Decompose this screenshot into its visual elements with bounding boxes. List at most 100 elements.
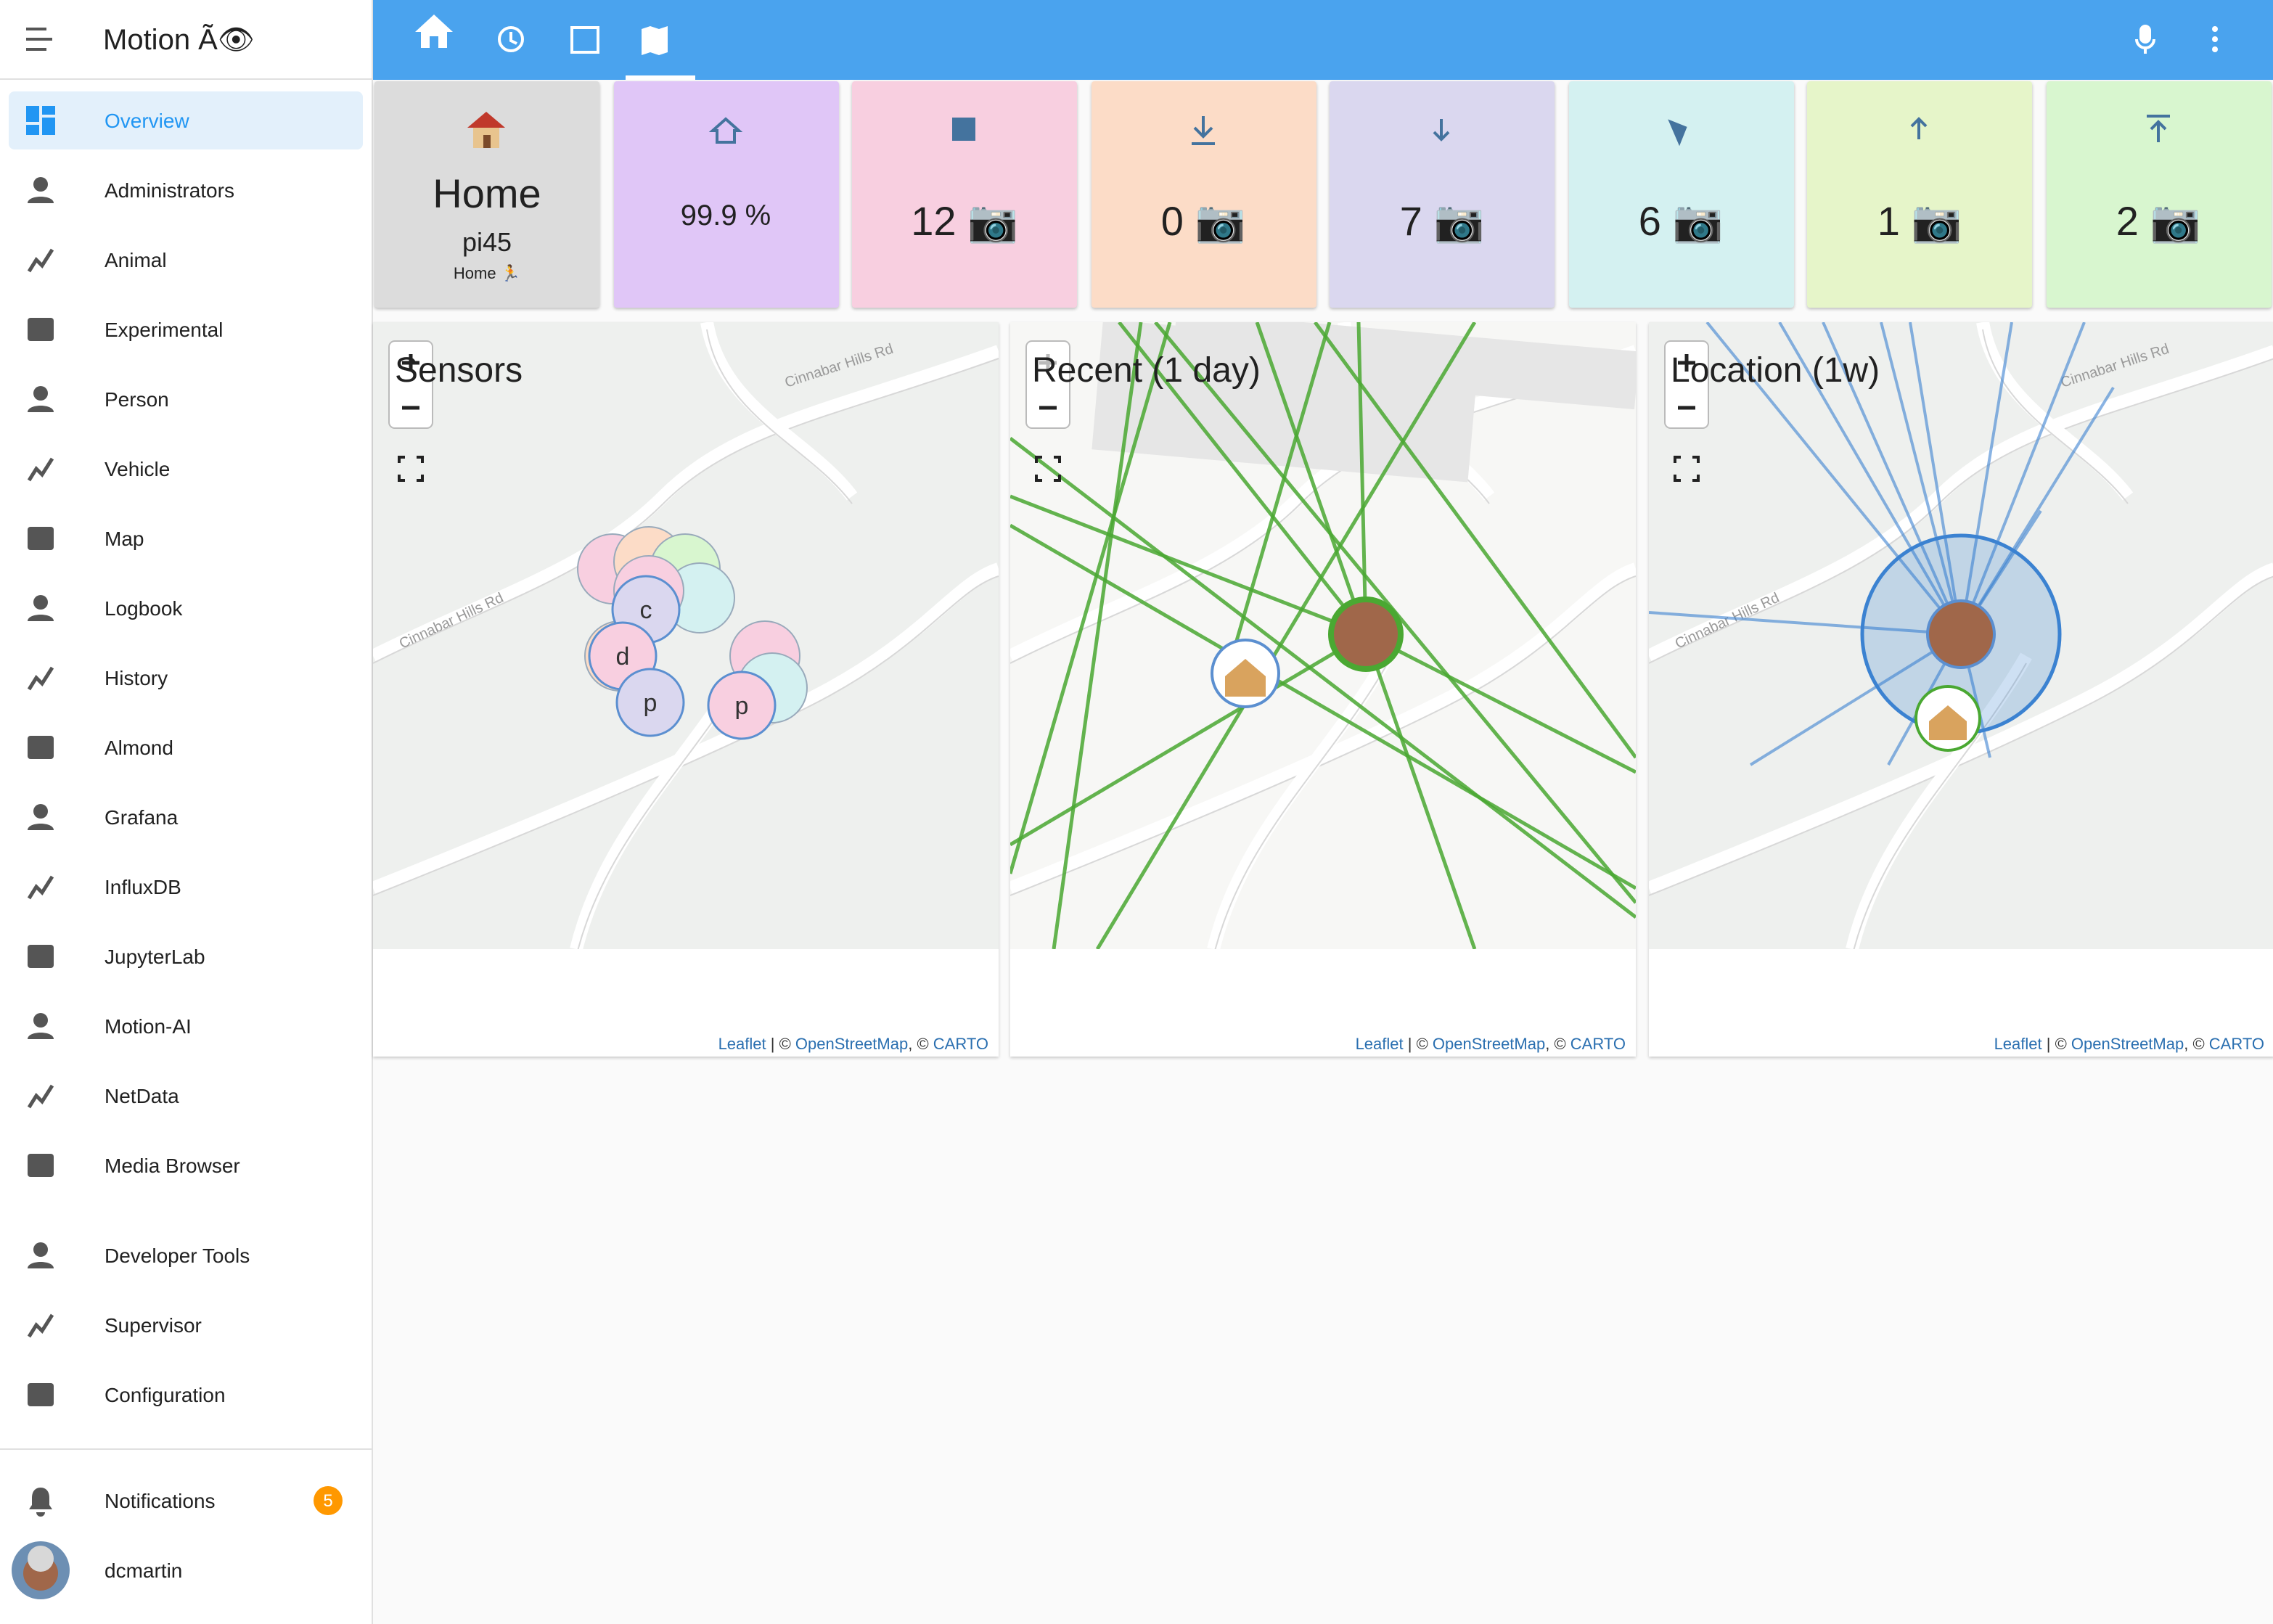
- user-profile[interactable]: dcmartin: [9, 1541, 363, 1599]
- menu-item[interactable]: Media Browser: [9, 1136, 363, 1194]
- attribution-link[interactable]: OpenStreetMap: [795, 1036, 909, 1054]
- menu-item[interactable]: Almond: [9, 718, 363, 776]
- status-card[interactable]: Home pi45 Home 🏃: [374, 81, 599, 308]
- status-card[interactable]: 2 📷: [2046, 81, 2271, 308]
- sensor-marker[interactable]: [615, 668, 685, 737]
- menu-item[interactable]: InfluxDB: [9, 858, 363, 916]
- map-tab[interactable]: [642, 26, 668, 55]
- map-title: Recent (1 day): [1032, 351, 1261, 390]
- attribution-link[interactable]: CARTO: [933, 1036, 988, 1054]
- menu-label: NetData: [105, 1084, 179, 1107]
- fit-button[interactable]: [1035, 456, 1061, 482]
- card-icon: [1191, 116, 1214, 145]
- track: [1009, 523, 1637, 890]
- icon-part: [33, 1013, 48, 1028]
- overflow-menu[interactable]: [2212, 26, 2218, 52]
- logbook-tab[interactable]: [570, 26, 599, 54]
- top-bar: [373, 0, 2273, 80]
- status-card[interactable]: 6 📷: [1568, 81, 1793, 308]
- active-tab-indicator: [626, 75, 695, 80]
- attribution-link[interactable]: OpenStreetMap: [2071, 1036, 2184, 1054]
- menu-item[interactable]: Person: [9, 370, 363, 428]
- house-icon: [1929, 705, 1967, 740]
- menu-item[interactable]: Overview: [9, 91, 363, 149]
- attribution-link[interactable]: OpenStreetMap: [1432, 1036, 1546, 1054]
- card-icon: [2146, 115, 2169, 142]
- road-edge: [372, 575, 999, 896]
- sensor-label: d: [616, 643, 630, 670]
- home-tab[interactable]: [415, 15, 453, 48]
- icon-part: [28, 1383, 54, 1406]
- status-card[interactable]: 99.9 %: [613, 81, 838, 308]
- attribution-link[interactable]: Leaflet: [1355, 1036, 1404, 1054]
- attribution-link[interactable]: CARTO: [1570, 1036, 1626, 1054]
- icon-part: [26, 125, 39, 135]
- menu-item[interactable]: Animal: [9, 231, 363, 289]
- history-tab[interactable]: [498, 26, 524, 52]
- zoom-in[interactable]: [1039, 354, 1057, 372]
- notifications[interactable]: Notifications 5: [9, 1472, 363, 1530]
- menu-label: Animal: [105, 248, 167, 271]
- menu-icon: [27, 457, 54, 482]
- voice-button[interactable]: [2139, 25, 2151, 44]
- fit-button[interactable]: [398, 456, 424, 482]
- zoom-in[interactable]: [1678, 354, 1695, 372]
- attribution-text: | ©: [766, 1036, 795, 1054]
- status-card[interactable]: 1 📷: [1807, 81, 2032, 308]
- sidebar: Motion Ã👁 Overview Administrators Animal Ex…: [0, 0, 373, 1624]
- road-edge: [1982, 329, 2129, 504]
- house-icon: [1225, 659, 1266, 697]
- status-card[interactable]: 7 📷: [1330, 81, 1555, 308]
- attribution-text: | ©: [1403, 1036, 1433, 1054]
- menu-item[interactable]: Developer Tools: [9, 1226, 363, 1284]
- attribution-link[interactable]: Leaflet: [1994, 1036, 2042, 1054]
- menu-icon: [28, 804, 54, 830]
- card-glyph: [952, 118, 975, 141]
- track: [1095, 321, 1477, 951]
- menu-item[interactable]: NetData: [9, 1067, 363, 1125]
- menu-item[interactable]: Motion-AI: [9, 997, 363, 1055]
- map-attribution: Leaflet | © OpenStreetMap, © CARTO: [1991, 1036, 2267, 1054]
- zoom-box: [1664, 340, 1709, 429]
- menu-button[interactable]: [26, 28, 58, 51]
- sensor-marker[interactable]: [707, 670, 777, 740]
- menu-item[interactable]: History: [9, 649, 363, 707]
- status-card[interactable]: 0 📷: [1091, 81, 1316, 308]
- menu-item[interactable]: Vehicle: [9, 440, 363, 498]
- menu-item[interactable]: Logbook: [9, 579, 363, 637]
- divider: [0, 1448, 372, 1450]
- person-marker[interactable]: [1328, 596, 1404, 672]
- menu-item[interactable]: Experimental: [9, 300, 363, 358]
- attribution-link[interactable]: CARTO: [2208, 1036, 2264, 1054]
- attribution-link[interactable]: Leaflet: [718, 1036, 766, 1054]
- attribution-text: , ©: [2184, 1036, 2209, 1054]
- person-marker[interactable]: [1926, 599, 1996, 669]
- card-value: 2 📷: [2116, 199, 2201, 244]
- card-value: 99.9 %: [680, 200, 771, 232]
- menu-item[interactable]: Configuration: [9, 1366, 363, 1424]
- menu-icon: [28, 1242, 54, 1268]
- icon-part: [28, 736, 54, 759]
- card-glyph: [1191, 116, 1214, 145]
- status-card[interactable]: 12 📷: [852, 81, 1077, 308]
- track: [1959, 321, 2013, 635]
- map-title: Sensors: [395, 351, 523, 390]
- menu-icon: [27, 666, 54, 691]
- road: [1846, 652, 2032, 951]
- menu-item[interactable]: Grafana: [9, 788, 363, 846]
- track: [1118, 321, 1367, 636]
- fit-button[interactable]: [1674, 456, 1700, 482]
- menu-item[interactable]: Supervisor: [9, 1296, 363, 1354]
- map[interactable]: [1007, 311, 1639, 957]
- zoom-box: [388, 340, 433, 429]
- icon-part: [28, 1154, 54, 1177]
- menu-item[interactable]: Map: [9, 509, 363, 567]
- zoom-in[interactable]: [402, 354, 419, 372]
- track: [1778, 321, 1962, 636]
- track: [1648, 611, 1962, 636]
- menu-item[interactable]: Administrators: [9, 161, 363, 219]
- menu-item[interactable]: JupyterLab: [9, 927, 363, 985]
